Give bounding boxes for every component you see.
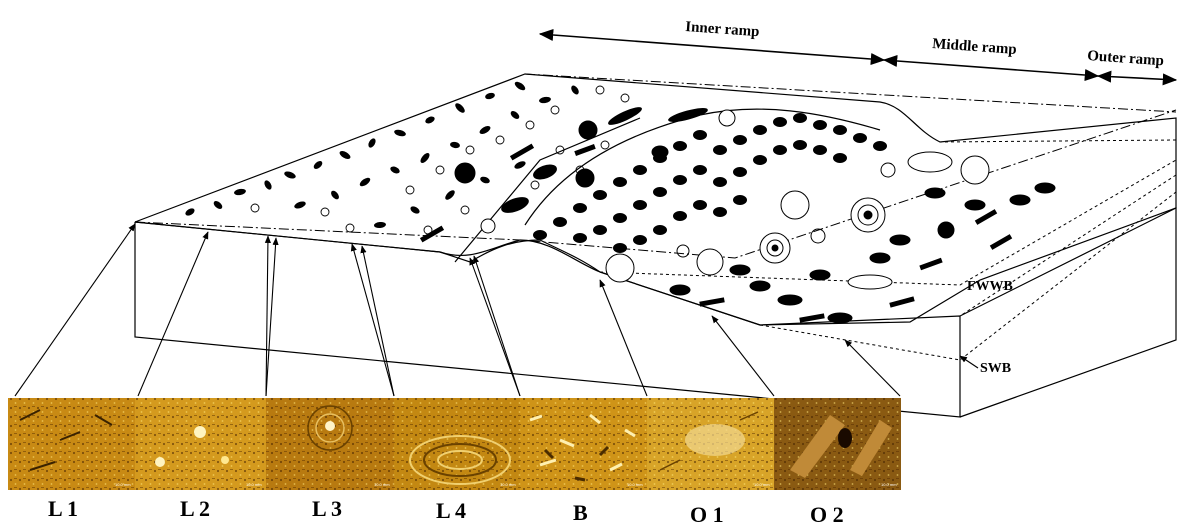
pointer-l4b xyxy=(360,245,395,397)
label-b: B xyxy=(573,500,588,525)
pointer-bb xyxy=(473,255,521,397)
middle-ramp-grains xyxy=(605,151,1056,324)
scale-bar-l4: 10.0 mm xyxy=(500,482,516,487)
pointer-ba xyxy=(469,257,521,397)
middle-ramp-label: Middle ramp xyxy=(932,36,1018,58)
ramp-side-face xyxy=(959,207,1177,418)
pointer-l1 xyxy=(14,223,136,397)
scale-bar-o2: 10.0 mm xyxy=(881,482,897,487)
swb-label: SWB xyxy=(980,361,1011,376)
label-o2: O 2 xyxy=(810,502,844,525)
lagoon-edge xyxy=(454,117,641,263)
microfacies-panel-l2: 10.0 mm L 2 xyxy=(135,398,266,521)
ramp-block xyxy=(134,73,1177,418)
scale-bar-l3: 10.0 mm xyxy=(374,482,390,487)
scale-bar-o1: 10.0 mm xyxy=(754,482,770,487)
label-o1: O 1 xyxy=(690,502,724,525)
sea-level-line xyxy=(134,73,1177,259)
shoal-ooids xyxy=(533,113,887,253)
fwwb-label: FWWB xyxy=(967,279,1013,294)
microfacies-panel-b: 10.0 mm B xyxy=(520,398,647,525)
pointer-l3b xyxy=(265,237,279,397)
microfacies-panel-o1: 10.0 mm O 1 xyxy=(647,398,774,525)
swb-line xyxy=(759,191,1177,361)
lagoon-grains xyxy=(185,81,579,229)
inner-ramp-range-arrow xyxy=(538,29,886,65)
outer-ramp-label: Outer ramp xyxy=(1087,48,1165,69)
outer-ramp-range-arrow xyxy=(1096,70,1178,86)
ramp-top-surface xyxy=(134,73,1177,326)
scale-bar-l2: 10.0 mm xyxy=(246,482,262,487)
microfacies-strip: 10.0 mm L 1 10.0 mm L 2 10.0 mm L 3 xyxy=(8,398,901,525)
scale-bar-b: 10.0 mm xyxy=(627,482,643,487)
label-l3: L 3 xyxy=(312,496,342,521)
microfacies-panel-l3: 10.0 mm L 3 xyxy=(266,398,394,521)
label-l2: L 2 xyxy=(180,496,210,521)
pointer-l4a xyxy=(350,243,395,397)
bioclast-fossils xyxy=(419,107,736,243)
pointer-l3a xyxy=(264,235,271,397)
outer-depth-lines xyxy=(939,139,1177,317)
microfacies-panel-l4: 10.0 mm L 4 xyxy=(394,398,520,523)
middle-ramp-range-arrow xyxy=(882,55,1100,81)
microfacies-pointers xyxy=(14,223,901,397)
scale-bar-l1: 10.0 mm xyxy=(115,482,131,487)
label-l1: L 1 xyxy=(48,496,78,521)
pointer-l2 xyxy=(137,231,209,397)
label-l4: L 4 xyxy=(436,498,466,523)
microfacies-panel-o2: 10.0 mm O 2 xyxy=(774,398,901,525)
inner-ramp-label: Inner ramp xyxy=(685,19,760,40)
microfacies-panel-l1: 10.0 mm L 1 xyxy=(8,398,135,521)
pointer-o1b xyxy=(711,315,775,397)
fwwb-line xyxy=(599,159,1177,286)
lagoon-ooids xyxy=(250,85,630,235)
pointer-o1a xyxy=(599,279,648,397)
zone-range-arrows: Inner ramp Middle ramp Outer ramp xyxy=(538,19,1178,86)
pointer-o2 xyxy=(844,339,901,397)
swb-pointer xyxy=(959,355,979,369)
